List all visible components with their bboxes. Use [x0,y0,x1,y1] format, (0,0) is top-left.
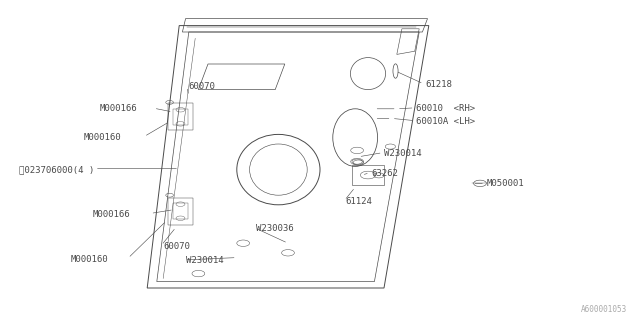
Text: M000160: M000160 [83,133,121,142]
Text: 60070: 60070 [163,242,190,251]
Text: M000166: M000166 [99,104,137,113]
Text: W230014: W230014 [186,256,223,265]
Text: W230036: W230036 [256,224,294,233]
Text: 60010  <RH>: 60010 <RH> [416,104,475,113]
Text: ⓝ023706000(4 ): ⓝ023706000(4 ) [19,165,95,174]
Text: M000160: M000160 [70,255,108,264]
Text: 60010A <LH>: 60010A <LH> [416,117,475,126]
Text: 61124: 61124 [346,197,372,206]
Text: M000166: M000166 [93,210,131,219]
Text: 61218: 61218 [426,80,452,89]
Text: 60070: 60070 [189,82,216,91]
Text: M050001: M050001 [486,179,524,188]
Text: A600001053: A600001053 [581,305,627,314]
Text: 63262: 63262 [371,169,398,178]
Text: W230014: W230014 [384,149,422,158]
